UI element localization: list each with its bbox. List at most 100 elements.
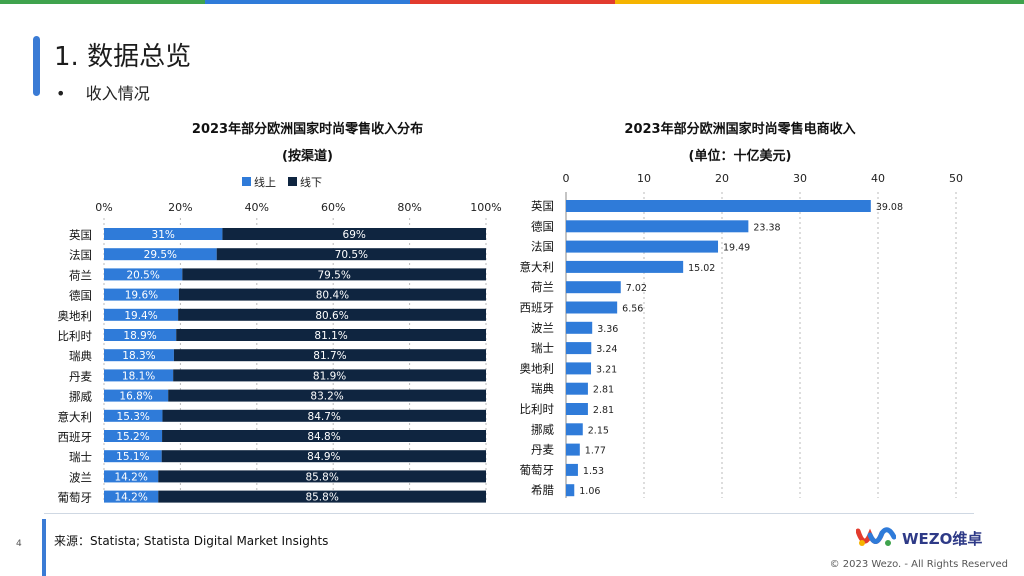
data-label-revenue: 7.02 — [626, 283, 647, 294]
data-label-offline: 80.6% — [315, 310, 348, 322]
data-label-revenue: 15.02 — [688, 263, 715, 274]
category-label: 瑞士 — [531, 341, 554, 355]
right-chart-title: 2023年部分欧洲国家时尚零售电商收入 (单位：十亿美元) — [560, 118, 920, 164]
data-label-offline: 85.8% — [305, 471, 338, 483]
data-label-online: 18.9% — [123, 330, 156, 342]
bar-online — [104, 470, 159, 483]
category-label: 荷兰 — [69, 268, 92, 282]
category-label: 比利时 — [58, 329, 93, 343]
bar-revenue — [566, 403, 588, 415]
x-tick-label: 0% — [95, 201, 112, 214]
data-label-online: 31% — [152, 229, 175, 241]
x-tick-label: 20 — [715, 172, 729, 185]
data-label-online: 15.2% — [116, 431, 149, 443]
data-label-revenue: 1.77 — [585, 446, 606, 457]
bar-online — [104, 369, 174, 382]
brand-name: WEZO维卓 — [902, 529, 983, 548]
channel-distribution-chart: 线上 线下 0% 20% 40% 60% 80% 100% 英国 31% 69% 法国 29.5% 70.… — [58, 175, 502, 505]
source-note: 来源：Statista; Statista Digital Market Ins… — [54, 534, 329, 548]
left-chart-title: 2023年部分欧洲国家时尚零售收入分布 (按渠道) — [100, 118, 515, 164]
x-tick-label: 60% — [321, 201, 345, 214]
wezo-logo-icon — [856, 527, 896, 546]
bar-offline — [178, 308, 486, 321]
top-bar-green-2 — [820, 0, 1024, 4]
category-label: 法国 — [69, 248, 92, 262]
bar-offline — [158, 470, 486, 483]
category-label: 葡萄牙 — [520, 463, 555, 477]
bar-revenue — [566, 220, 749, 233]
x-tick-label: 40% — [245, 201, 269, 214]
data-label-online: 15.3% — [117, 411, 150, 423]
category-label: 德国 — [69, 289, 92, 303]
bar-revenue — [566, 362, 592, 375]
bar-online — [104, 288, 179, 301]
footer-divider — [44, 513, 974, 514]
ecommerce-revenue-chart: 0 10 20 30 40 50 英国 39.08 德国 23.38 法国 19.49 意大利 15.02… — [520, 172, 963, 498]
top-bar-blue — [205, 0, 410, 4]
bullet-icon: • — [56, 84, 66, 103]
data-label-offline: 83.2% — [310, 391, 343, 403]
bar-offline — [168, 389, 486, 402]
x-tick-label: 30 — [793, 172, 807, 185]
bar-online — [104, 308, 179, 321]
data-label-offline: 70.5% — [335, 249, 368, 261]
bar-revenue — [566, 301, 618, 314]
footer-accent-bar — [42, 519, 46, 576]
data-label-online: 18.3% — [122, 350, 155, 362]
top-bar-red — [410, 0, 615, 4]
data-label-offline: 84.8% — [307, 431, 340, 443]
bar-online — [104, 409, 163, 422]
bar-online — [104, 268, 183, 281]
left-chart-title-sub: (按渠道) — [282, 149, 333, 164]
bar-revenue — [566, 463, 578, 476]
category-label: 瑞典 — [531, 382, 554, 396]
bar-online — [104, 329, 177, 341]
bar-online — [104, 389, 169, 402]
bar-revenue — [566, 260, 684, 273]
bar-offline — [162, 430, 486, 442]
bar-revenue — [566, 382, 588, 395]
bar-online — [104, 228, 223, 240]
category-label: 丹麦 — [69, 369, 92, 383]
bar-offline — [178, 288, 486, 301]
data-label-offline: 84.7% — [308, 411, 341, 423]
category-label: 波兰 — [531, 321, 554, 335]
category-label: 法国 — [531, 240, 554, 254]
page-number: 4 — [16, 539, 22, 549]
bar-offline — [173, 349, 486, 362]
data-label-revenue: 2.81 — [593, 405, 614, 416]
category-label: 西班牙 — [58, 430, 93, 444]
title-accent-bar — [33, 36, 40, 96]
section-subtitle: • 收入情况 — [56, 80, 150, 104]
category-label: 希腊 — [531, 483, 554, 497]
data-label-revenue: 3.21 — [596, 364, 617, 375]
bar-revenue — [566, 240, 719, 253]
data-label-offline: 81.9% — [313, 370, 346, 382]
bar-offline — [182, 268, 486, 281]
data-label-offline: 81.7% — [313, 350, 346, 362]
category-label: 波兰 — [69, 470, 92, 484]
data-label-revenue: 6.56 — [622, 304, 643, 315]
category-label: 西班牙 — [520, 301, 555, 315]
category-label: 丹麦 — [531, 443, 554, 457]
x-tick-label: 80% — [397, 201, 421, 214]
x-tick-label: 0 — [563, 172, 570, 185]
copyright-text: © 2023 Wezo. - All Rights Reserved — [829, 559, 1008, 570]
bar-offline — [176, 329, 486, 341]
bar-online — [104, 450, 162, 463]
data-label-online: 20.5% — [126, 269, 159, 281]
bar-revenue — [566, 200, 871, 212]
bar-offline — [216, 248, 486, 261]
data-label-revenue: 19.49 — [723, 243, 750, 254]
legend-label-offline: 线下 — [300, 175, 322, 189]
top-color-bar — [0, 0, 1024, 4]
data-label-revenue: 3.24 — [596, 344, 617, 355]
bar-offline — [222, 228, 487, 240]
right-chart-title-sub: (单位：十亿美元) — [688, 149, 792, 164]
x-tick-label: 40 — [871, 172, 885, 185]
bar-offline — [162, 409, 487, 422]
category-label: 葡萄牙 — [58, 491, 93, 505]
data-label-offline: 81.1% — [314, 330, 347, 342]
data-label-revenue: 2.15 — [588, 425, 609, 436]
data-label-revenue: 23.38 — [753, 222, 780, 233]
